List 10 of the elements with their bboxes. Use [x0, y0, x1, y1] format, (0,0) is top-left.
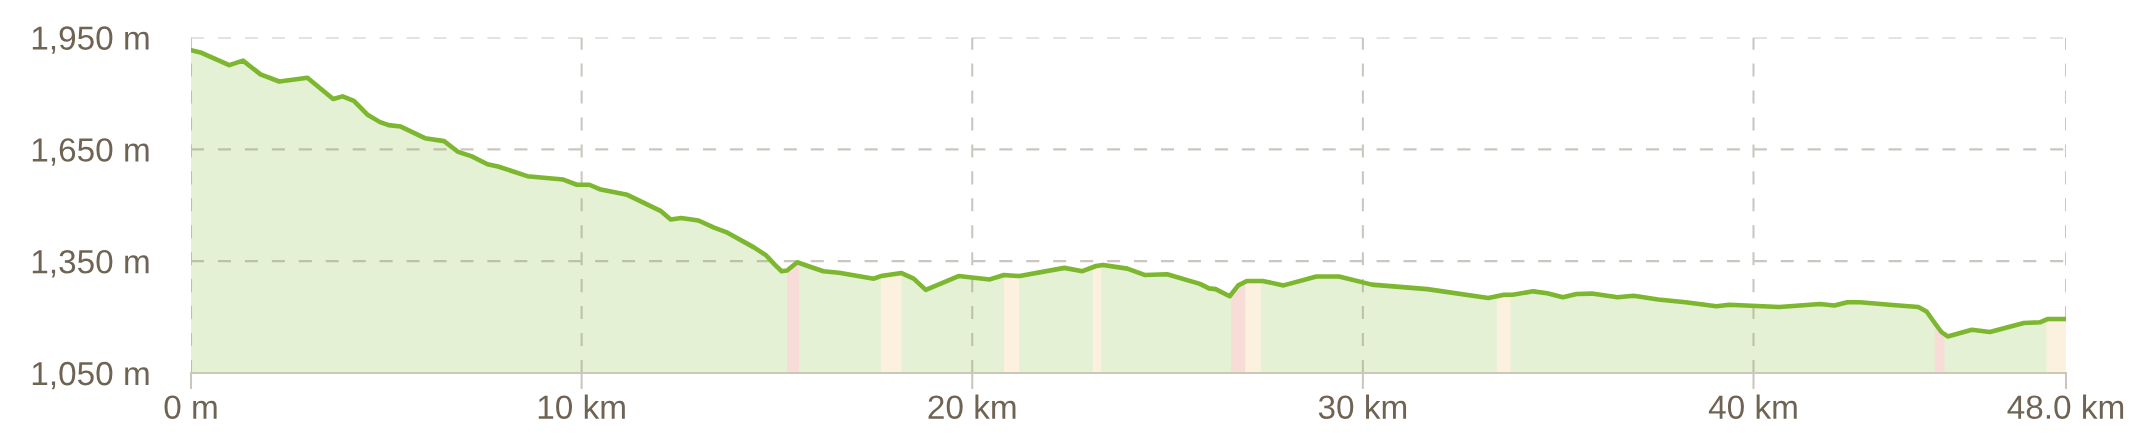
y-tick-label: 1,950 m: [32, 26, 149, 54]
x-tick-label: 48.0 km: [2007, 394, 2124, 420]
y-tick-label: 1,650 m: [32, 138, 149, 166]
x-tick-label: 10 km: [538, 394, 625, 420]
y-tick-label: 1,050 m: [32, 361, 149, 390]
x-tick-label: 30 km: [1318, 394, 1407, 420]
y-tick-label: 1,350 m: [32, 249, 149, 278]
x-tick-label: 20 km: [928, 394, 1016, 420]
x-tick-label: 40 km: [1708, 394, 1797, 420]
x-tick-label: 0 m: [164, 395, 217, 420]
